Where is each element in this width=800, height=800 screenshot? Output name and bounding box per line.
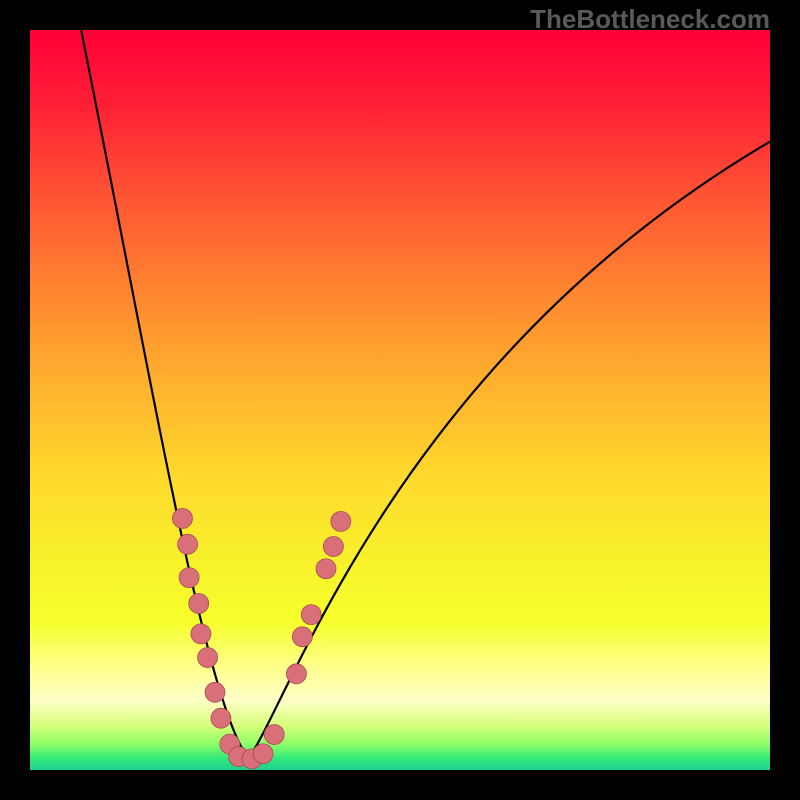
data-marker — [172, 508, 192, 528]
data-marker — [191, 624, 211, 644]
data-marker — [253, 744, 273, 764]
figure-container: TheBottleneck.com — [0, 0, 800, 800]
data-marker — [205, 682, 225, 702]
watermark-text: TheBottleneck.com — [530, 4, 770, 35]
data-marker — [179, 568, 199, 588]
chart-svg — [30, 30, 770, 770]
data-marker — [189, 594, 209, 614]
data-marker — [316, 559, 336, 579]
data-marker — [292, 627, 312, 647]
data-marker — [323, 537, 343, 557]
data-marker — [286, 664, 306, 684]
data-marker — [198, 648, 218, 668]
data-marker — [178, 534, 198, 554]
data-marker — [301, 605, 321, 625]
plot-area — [30, 30, 770, 770]
data-marker — [211, 708, 231, 728]
bottleneck-curve — [78, 15, 777, 759]
data-marker — [331, 511, 351, 531]
data-marker — [264, 724, 284, 744]
